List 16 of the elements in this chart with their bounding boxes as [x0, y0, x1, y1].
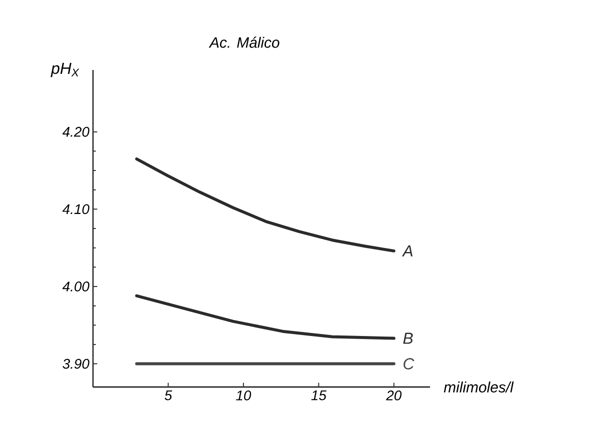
line-series	[135, 294, 396, 340]
y-tick-label: 4.20	[62, 126, 90, 137]
chart-title: Ac. Málico	[208, 36, 280, 48]
series-label: B	[403, 332, 413, 344]
line-series	[135, 157, 396, 252]
x-tick-label: 10	[236, 390, 252, 400]
x-tick-label: 20	[386, 390, 402, 400]
y-tick-label: 3.90	[62, 358, 90, 369]
x-axis-title: milimoles/l	[444, 382, 514, 392]
y-tick-label: 4.10	[62, 204, 90, 214]
x-tick-label: 5	[164, 390, 172, 400]
x-tick-label: 15	[311, 390, 326, 400]
y-axis-title: pH$_{X}$	[50, 62, 80, 78]
series-label: C	[404, 358, 414, 370]
series-label: A	[402, 245, 412, 256]
y-tick-label: 4.00	[62, 282, 90, 292]
